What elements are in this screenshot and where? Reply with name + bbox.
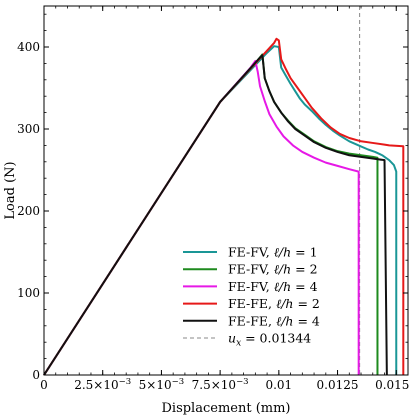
x-tick-label: 7.5×10−3 [192, 377, 249, 392]
legend-label: FE-FV, ℓ/h = 1 [228, 245, 318, 260]
x-tick-label: 0.0125 [317, 378, 359, 392]
legend-item: FE-FV, ℓ/h = 4 [183, 279, 318, 294]
series-layer [43, 37, 405, 376]
y-tick-label: 0 [32, 368, 40, 382]
y-tick-label: 100 [17, 286, 40, 300]
plot-frame [43, 5, 409, 376]
legend-item: FE-FE, ℓ/h = 2 [183, 296, 320, 311]
legend-item: FE-FV, ℓ/h = 2 [183, 262, 318, 277]
legend-item: FE-FE, ℓ/h = 4 [183, 313, 320, 328]
legend-item: FE-FV, ℓ/h = 1 [183, 245, 318, 260]
legend-label: FE-FE, ℓ/h = 2 [228, 296, 320, 311]
x-axis-ticks: 0 2.5×10−3 5×10−3 7.5×10−3 0.01 0.0125 0.015 [40, 6, 409, 392]
x-tick-label: 0 [40, 378, 48, 392]
legend-item: ux = 0.01344 [183, 331, 311, 349]
y-tick-label: 200 [17, 204, 40, 218]
x-tick-label: 0.01 [265, 378, 292, 392]
series-line-3 [43, 59, 360, 376]
legend-label: FE-FV, ℓ/h = 4 [228, 279, 318, 294]
y-axis-label: Load (N) [3, 161, 18, 219]
y-tick-label: 300 [17, 122, 40, 136]
legend-label: FE-FE, ℓ/h = 4 [228, 313, 320, 328]
y-axis-ticks: 0 100 200 300 400 [17, 13, 408, 382]
series-line-5 [43, 54, 388, 376]
legend-label: FE-FV, ℓ/h = 2 [228, 262, 318, 277]
x-tick-label: 5×10−3 [139, 377, 185, 392]
series-line-1 [43, 45, 398, 376]
x-axis-label: Displacement (mm) [161, 401, 290, 416]
series-line-2 [43, 53, 379, 376]
legend-label: ux = 0.01344 [228, 331, 311, 349]
legend: FE-FV, ℓ/h = 1 FE-FV, ℓ/h = 2 FE-FV, ℓ/h =… [183, 245, 320, 349]
x-tick-label: 2.5×10−3 [74, 377, 131, 392]
x-tick-label: 0.015 [375, 378, 409, 392]
axes [43, 5, 409, 376]
series-line-4 [43, 37, 405, 376]
y-tick-label: 400 [17, 40, 40, 54]
